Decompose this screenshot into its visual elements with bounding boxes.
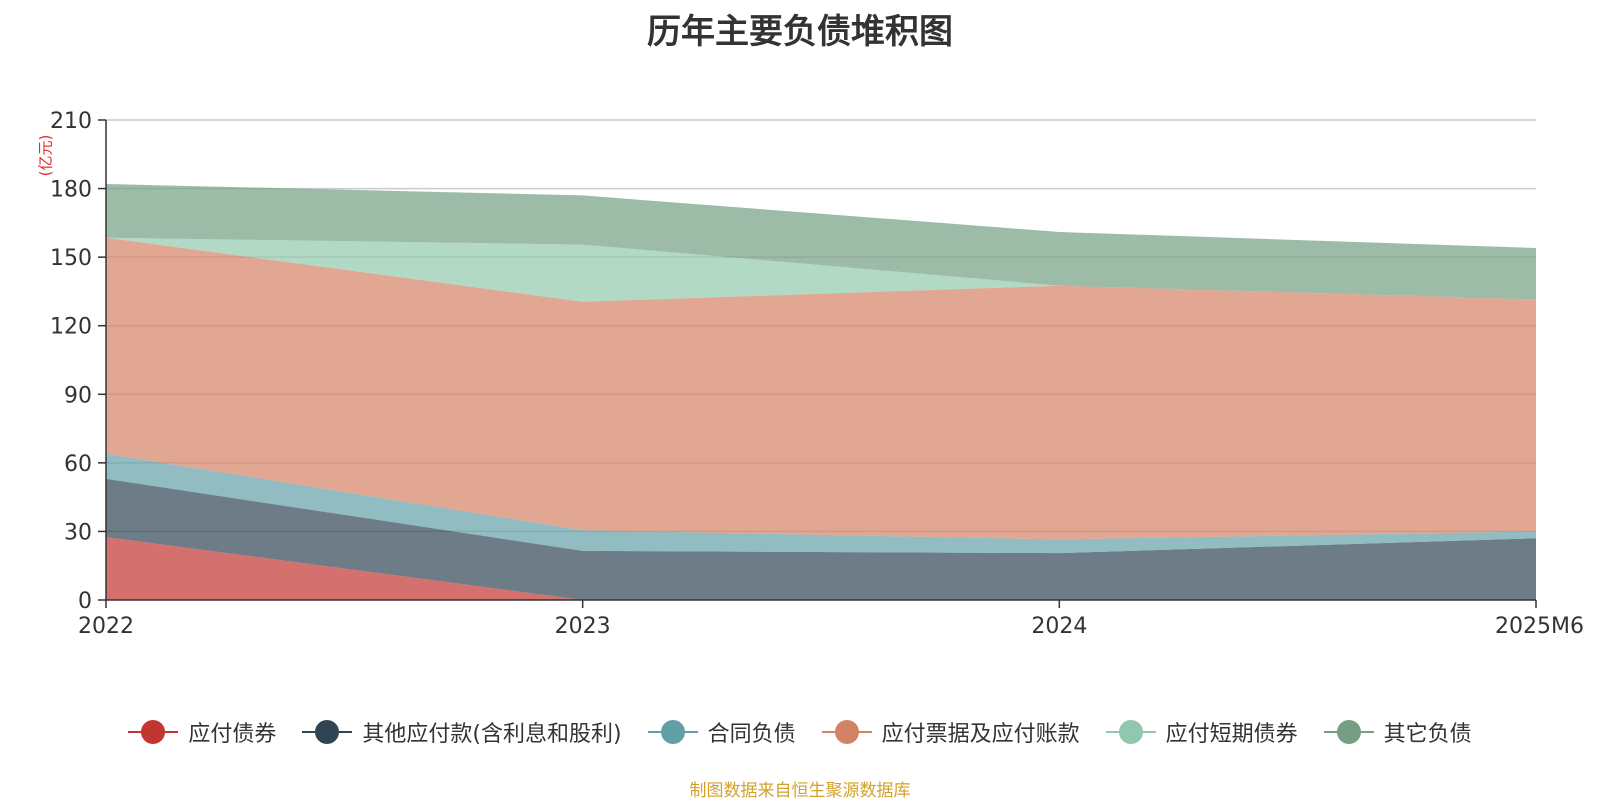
area-series-4: [106, 237, 1536, 302]
y-tick-label: 150: [50, 246, 92, 271]
y-tick-label: 0: [78, 589, 92, 614]
y-tick-label: 60: [64, 452, 92, 477]
legend-item-4[interactable]: 应付短期债券: [1105, 716, 1298, 748]
legend-item-2[interactable]: 合同负债: [647, 716, 796, 748]
x-tick-label: 2023: [555, 614, 611, 639]
legend-label: 合同负债: [707, 722, 796, 747]
legend-marker-icon: [128, 720, 179, 744]
legend-item-0[interactable]: 应付债券: [128, 716, 276, 748]
legend-label: 应付短期债券: [1165, 722, 1298, 747]
stacked-areas: [106, 184, 1536, 600]
axes: 0 30 60 90 120 150 180 210 2022 2023 2024 2025M6: [50, 109, 1584, 639]
area-series-5: [106, 184, 1536, 300]
legend-marker-icon: [821, 720, 872, 744]
legend-item-5[interactable]: 其它负债: [1323, 716, 1472, 748]
legend-label: 应付债券: [188, 722, 277, 747]
y-tick-label: 180: [50, 178, 92, 203]
legend: 应付债券 其他应付款(含利息和股利) 合同负债 应付票据及应付账款 应付短期债券 其它负债: [0, 716, 1600, 748]
chart-title: 历年主要负债堆积图: [647, 12, 953, 52]
y-tick-label: 210: [50, 109, 92, 134]
legend-label: 其他应付款(含利息和股利): [362, 722, 622, 747]
legend-item-3[interactable]: 应付票据及应付账款: [821, 716, 1080, 748]
legend-marker-icon: [647, 720, 698, 744]
area-series-1: [106, 478, 1536, 600]
y-tick-label: 120: [50, 315, 92, 340]
legend-item-1[interactable]: 其他应付款(含利息和股利): [302, 716, 622, 748]
x-tick-label: 2022: [78, 614, 134, 639]
y-tick-label: 90: [64, 383, 92, 408]
legend-marker-icon: [1105, 720, 1156, 744]
source-note: 制图数据来自恒生聚源数据库: [689, 781, 911, 801]
legend-marker-icon: [1323, 720, 1374, 744]
area-series-2: [106, 453, 1536, 554]
legend-marker-icon: [302, 720, 353, 744]
area-series-0: [106, 537, 1536, 600]
area-series-3: [106, 237, 1536, 540]
y-tick-label: 30: [64, 520, 92, 545]
legend-label: 应付票据及应付账款: [881, 722, 1080, 747]
legend-label: 其它负债: [1383, 722, 1472, 747]
x-tick-label: 2025M6: [1495, 614, 1584, 639]
x-tick-label: 2024: [1031, 614, 1087, 639]
